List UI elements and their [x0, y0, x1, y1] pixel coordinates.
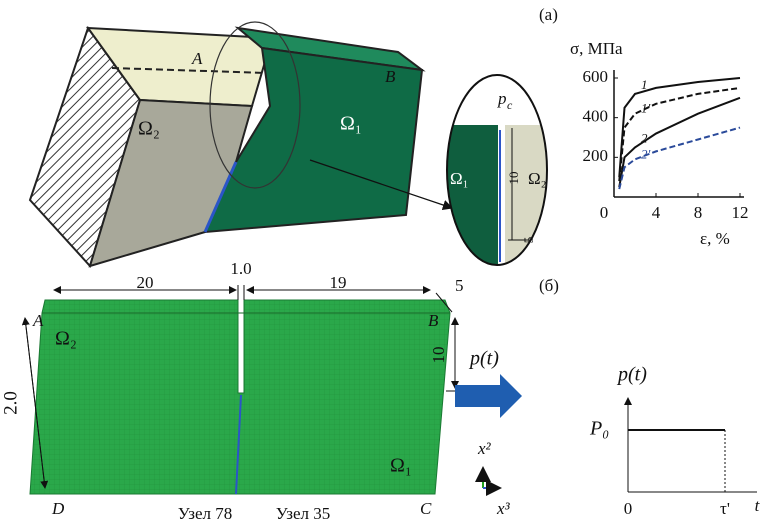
curve [619, 78, 740, 177]
dim-10: 10 [506, 172, 521, 185]
zoom-view: p c Ω₁ Ω₂ 10 5 [440, 70, 565, 270]
y-tick-label: 200 [583, 146, 609, 165]
panel-label: (а) [539, 5, 558, 24]
point-b: B [385, 67, 396, 86]
mesh-model [25, 285, 522, 494]
pressure-sub: c [507, 98, 513, 112]
x-tick-label: 12 [732, 203, 749, 222]
figure: p c Ω₁ Ω₂ 10 5 A B Ω₂ Ω₁ (а) σ, МПа ε, %… [0, 0, 765, 526]
point-a: A [32, 311, 44, 330]
omega-1: Ω₁ [450, 169, 469, 188]
load-x-label: t [755, 496, 761, 515]
point-b: B [428, 311, 439, 330]
load-label: p(t) [468, 348, 499, 370]
y-tick-label: 600 [583, 67, 609, 86]
load-y-label: p(t) [616, 364, 647, 386]
x-tick-label: 4 [652, 203, 661, 222]
omega-1: Ω₁ [340, 113, 362, 135]
point-a: A [191, 49, 203, 68]
load-chart [628, 398, 757, 492]
dim-5: 5 [455, 276, 464, 295]
dim-5: 5 [521, 237, 536, 244]
x-tick-label: 0 [600, 203, 609, 222]
curve-label: 2' [641, 146, 651, 161]
load-level: P₀ [589, 418, 609, 440]
dim-slot: 1.0 [230, 259, 251, 278]
curve-label: 2 [641, 130, 648, 145]
point-d: D [51, 499, 65, 518]
panel-label: (б) [539, 276, 559, 295]
load-origin: 0 [624, 499, 633, 518]
curve [619, 98, 740, 187]
omega-2: Ω₂ [528, 169, 547, 188]
curve [619, 88, 740, 181]
omega-2: Ω₂ [55, 328, 77, 350]
load-tau: τ' [720, 499, 730, 518]
curve-label: 1 [641, 77, 648, 92]
curve-label: 1' [641, 101, 651, 116]
y-axis-label: σ, МПа [570, 39, 623, 58]
omega-1: Ω₁ [390, 455, 412, 477]
dim-10: 10 [429, 347, 448, 364]
curve [619, 128, 740, 189]
y-tick-label: 400 [583, 107, 609, 126]
model-3d [30, 22, 452, 266]
x-tick-label: 8 [694, 203, 703, 222]
axis-x3: x³ [496, 499, 511, 518]
dim-19: 19 [330, 273, 347, 292]
omega-2: Ω₂ [138, 118, 160, 140]
axis-x2: x² [477, 439, 492, 458]
pressure-label: p [497, 89, 507, 108]
x-axis-label: ε, % [700, 229, 730, 248]
node-78: Узел 78 [178, 504, 233, 523]
dim-height: 2.0 [0, 391, 21, 415]
dim-20: 20 [137, 273, 154, 292]
point-c: C [420, 499, 432, 518]
stress-strain-chart: σ, МПа ε, % 200 400 600 0 4 8 12 1 1' 22' [570, 39, 749, 248]
node-35: Узел 35 [276, 504, 331, 523]
